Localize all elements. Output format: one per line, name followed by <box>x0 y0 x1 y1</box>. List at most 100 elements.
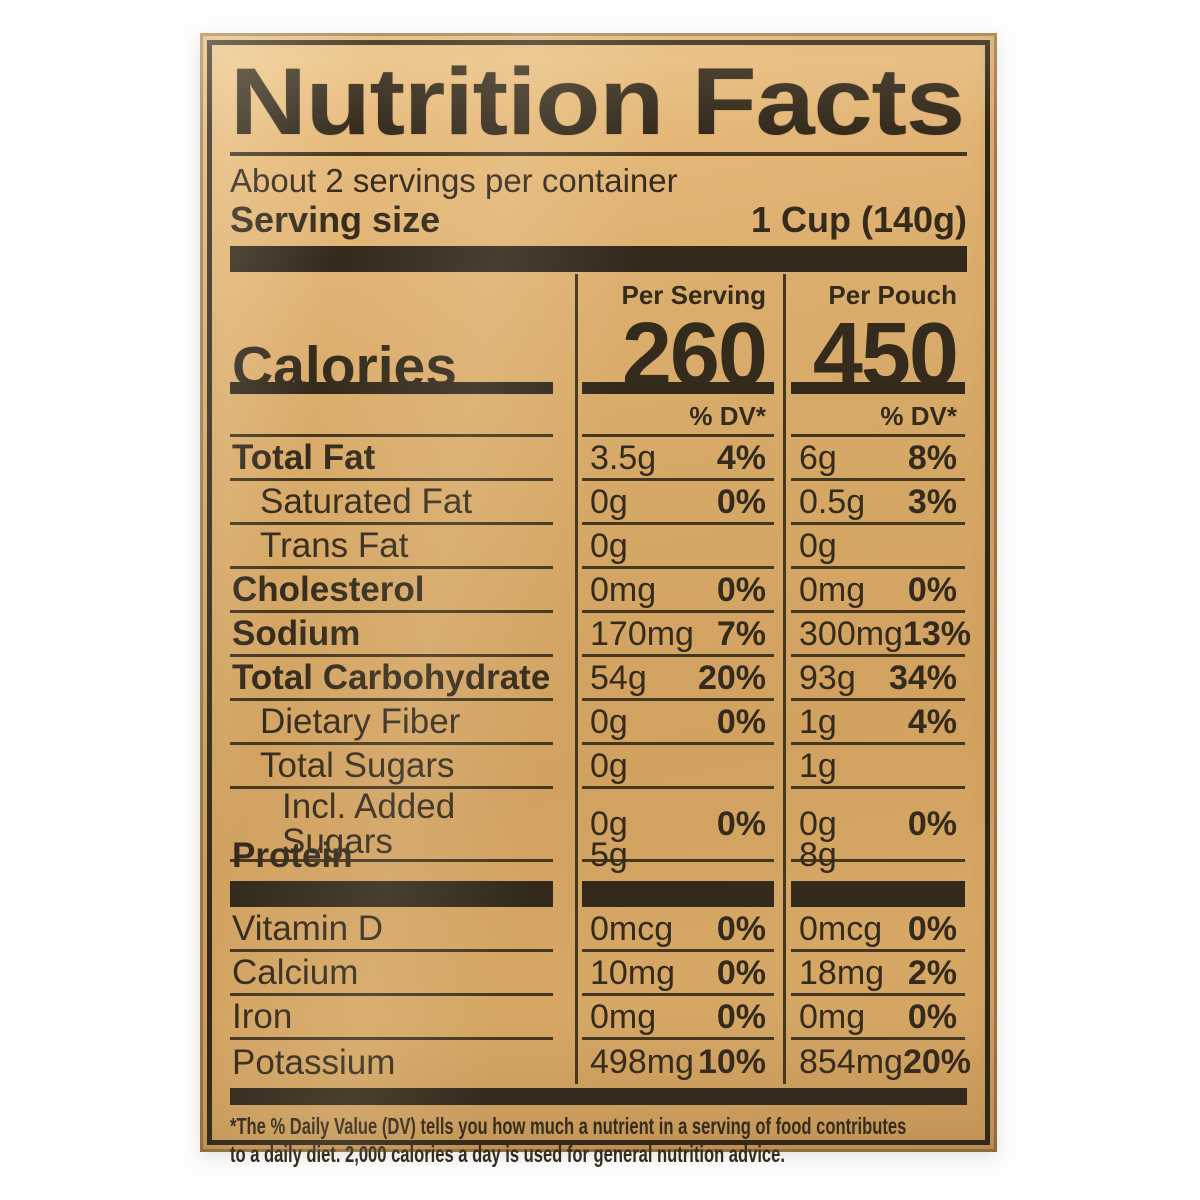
nutrition-facts-label: Nutrition Facts About 2 servings per con… <box>207 40 990 1167</box>
nutrient-name: Iron <box>230 996 553 1040</box>
daily-value: 3% <box>907 482 957 521</box>
nutrient-name: Vitamin D <box>230 908 553 952</box>
amount: 0g <box>590 746 628 785</box>
amount: 1g <box>799 702 837 741</box>
nutrient-row-total-sugars: Total Sugars 0g 1g <box>230 745 967 789</box>
daily-value: 0% <box>907 805 957 843</box>
calories-underbar <box>791 382 965 394</box>
daily-value: 0% <box>907 570 957 609</box>
label-title: Nutrition Facts <box>230 48 967 155</box>
amount: 6g <box>799 438 837 477</box>
nutrient-row-protein: Protein 5g 8g <box>230 833 967 877</box>
nutrient-name: Potassium <box>232 1042 396 1082</box>
amount: 10mg <box>590 953 676 992</box>
daily-value: 0% <box>716 909 766 948</box>
serving-size-label: Serving size <box>230 199 441 240</box>
per-pouch-header: Per Pouch <box>828 280 957 310</box>
daily-value: 34% <box>888 658 957 697</box>
amount: 18mg <box>799 953 885 992</box>
amount: 0.5g <box>799 482 866 521</box>
per-pouch-cell: 854mg 20% <box>791 1040 971 1084</box>
nutrient-row-cholesterol: Cholesterol 0mg 0% 0mg 0% <box>230 569 967 613</box>
per-serving-cell: 0g 0% <box>582 789 774 862</box>
nutrient-row-dietary-fiber: Dietary Fiber 0g 0% 1g 4% <box>230 701 967 745</box>
nutrient-name: Total Sugars <box>230 745 553 789</box>
amount: 0g <box>799 805 837 843</box>
amount: 0g <box>590 702 628 741</box>
vitamin-row-vitamin-d: Vitamin D 0mcg 0% 0mcg 0% <box>230 908 967 952</box>
nutrient-name: Saturated Fat <box>230 481 553 525</box>
nutrient-row-trans-fat: Trans Fat 0g 0g <box>230 525 967 569</box>
calories-underbar-row <box>230 382 967 397</box>
calories-underbar <box>582 382 774 394</box>
per-pouch-cell: 0g <box>791 525 965 569</box>
amount: 0mcg <box>799 909 883 948</box>
per-serving-cell: 0mg 0% <box>582 569 774 613</box>
dv-header-pouch: % DV* <box>791 397 965 437</box>
per-serving-cell: 0g 0% <box>582 481 774 525</box>
amount: 0mg <box>799 570 866 609</box>
vitamin-row-calcium: Calcium 10mg 0% 18mg 2% <box>230 952 967 996</box>
dv-footnote-line1: *The % Daily Value (DV) tells you how mu… <box>230 1113 907 1139</box>
amount: 1g <box>799 746 837 785</box>
daily-value: 0% <box>907 997 957 1036</box>
column-separator-2 <box>783 274 786 1084</box>
per-serving-header: Per Serving <box>621 280 766 310</box>
servings-per-container: About 2 servings per container <box>230 162 678 199</box>
per-pouch-cell: 93g 34% <box>791 657 965 701</box>
nutrient-name: Calcium <box>230 952 553 996</box>
per-pouch-cell: 0.5g 3% <box>791 481 965 525</box>
per-serving-cell: 10mg 0% <box>582 952 774 996</box>
daily-value: 4% <box>716 438 766 477</box>
section-bar-segment <box>582 880 774 907</box>
daily-value: 0% <box>907 909 957 948</box>
amount: 170mg <box>590 614 694 653</box>
per-serving-cell: 0g <box>582 525 774 569</box>
daily-value: 0% <box>716 997 766 1036</box>
amount: 0mg <box>799 997 866 1036</box>
nutrient-name: Protein <box>232 835 353 875</box>
nutrition-table: Per Serving Per Pouch Calories 260 450 %… <box>230 274 971 1084</box>
per-pouch-cell: 6g 8% <box>791 437 965 481</box>
amount: 0mg <box>590 997 657 1036</box>
per-serving-cell: 3.5g 4% <box>582 437 774 481</box>
amount: 8g <box>799 836 837 874</box>
per-serving-cell: 54g 20% <box>582 657 774 701</box>
title-divider <box>230 152 967 156</box>
daily-value: 4% <box>907 702 957 741</box>
spacer-cell <box>230 274 553 310</box>
daily-value: 2% <box>907 953 957 992</box>
serving-size-value: 1 Cup (140g) <box>750 199 967 240</box>
nutrient-row-saturated-fat: Saturated Fat 0g 0% 0.5g 3% <box>230 481 967 525</box>
per-pouch-cell: 1g 4% <box>791 701 965 745</box>
daily-value: 13% <box>902 614 972 653</box>
amount: 54g <box>590 658 647 697</box>
calories-underbar <box>230 382 553 394</box>
nutrient-row-total-fat: Total Fat 3.5g 4% 6g 8% <box>230 437 967 481</box>
per-pouch-cell: 0mg 0% <box>791 996 965 1040</box>
spacer-cell <box>230 397 553 437</box>
daily-value: 10% <box>697 1043 766 1081</box>
amount: 854mg <box>799 1043 903 1081</box>
per-serving-cell: 5g <box>582 833 774 877</box>
section-bar-bottom <box>230 1088 967 1105</box>
daily-value: 20% <box>697 658 766 697</box>
amount: 93g <box>799 658 856 697</box>
nutrient-name: Incl. Added Sugars <box>230 789 553 862</box>
label-title-text: Nutrition Facts <box>230 48 965 155</box>
dv-header-row: % DV* % DV* <box>230 397 967 437</box>
dv-footnote: *The % Daily Value (DV) tells you how mu… <box>230 1112 967 1168</box>
amount: 5g <box>590 836 628 874</box>
section-bar-top <box>230 246 967 272</box>
section-bar-segment <box>791 880 965 907</box>
per-serving-cell: 0g <box>582 745 774 789</box>
amount: 3.5g <box>590 438 657 477</box>
daily-value: 7% <box>716 614 766 653</box>
per-serving-cell: 170mg 7% <box>582 613 774 657</box>
dv-footnote-line2: to a daily diet. 2,000 calories a day is… <box>230 1141 785 1167</box>
daily-value: 0% <box>716 482 766 521</box>
amount: 0mg <box>590 570 657 609</box>
daily-value: 20% <box>902 1043 972 1081</box>
amount: 0g <box>799 526 837 565</box>
nutrient-name: Total Carbohydrate <box>230 657 553 701</box>
